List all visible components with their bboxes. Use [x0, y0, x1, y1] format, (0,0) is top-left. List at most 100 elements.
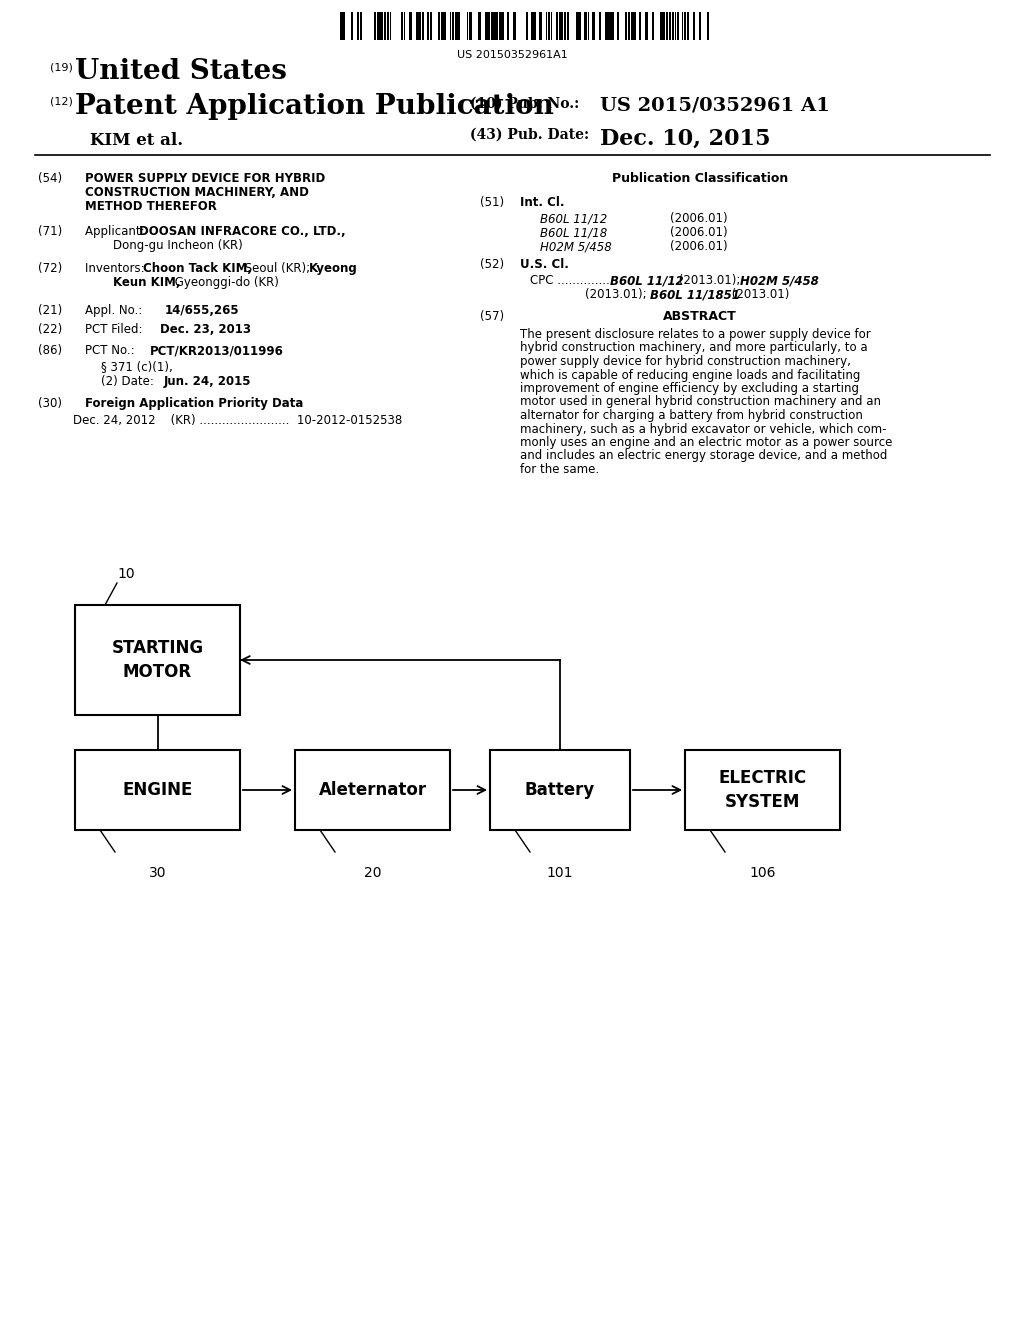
Text: Keun KIM,: Keun KIM, — [113, 276, 180, 289]
Text: (2013.01);: (2013.01); — [675, 275, 744, 286]
Text: (57): (57) — [480, 310, 504, 323]
Text: ELECTRIC
SYSTEM: ELECTRIC SYSTEM — [719, 770, 807, 810]
Text: Publication Classification: Publication Classification — [612, 172, 788, 185]
Text: KIM et al.: KIM et al. — [90, 132, 183, 149]
Bar — [485, 12, 487, 40]
Text: (21): (21) — [38, 304, 62, 317]
Text: (19): (19) — [50, 62, 73, 73]
Text: US 2015/0352961 A1: US 2015/0352961 A1 — [600, 96, 829, 115]
Bar — [677, 12, 679, 40]
Bar — [645, 12, 648, 40]
Text: Appl. No.:: Appl. No.: — [85, 304, 142, 317]
Bar — [626, 12, 627, 40]
Text: 101: 101 — [547, 866, 573, 880]
Text: (2013.01): (2013.01) — [728, 288, 790, 301]
Bar — [551, 12, 552, 40]
Text: (2006.01): (2006.01) — [670, 213, 728, 224]
Bar — [416, 12, 418, 40]
Text: (51): (51) — [480, 195, 504, 209]
Text: Patent Application Publication: Patent Application Publication — [75, 92, 554, 120]
Bar — [566, 12, 569, 40]
Text: Dong-gu Incheon (KR): Dong-gu Incheon (KR) — [113, 239, 243, 252]
Text: The present disclosure relates to a power supply device for: The present disclosure relates to a powe… — [520, 327, 870, 341]
Bar — [526, 12, 528, 40]
Text: PCT/KR2013/011996: PCT/KR2013/011996 — [150, 345, 284, 356]
Bar — [490, 750, 630, 830]
Bar — [380, 12, 383, 40]
Bar — [357, 12, 359, 40]
Bar — [430, 12, 432, 40]
Text: (22): (22) — [38, 323, 62, 337]
Text: Seoul (KR);: Seoul (KR); — [241, 261, 314, 275]
Text: (2006.01): (2006.01) — [670, 226, 728, 239]
Bar — [377, 12, 380, 40]
Bar — [488, 12, 490, 40]
Bar — [585, 12, 587, 40]
Bar — [494, 12, 496, 40]
Bar — [502, 12, 504, 40]
Bar — [387, 12, 389, 40]
Text: Battery: Battery — [525, 781, 595, 799]
Text: 10: 10 — [117, 568, 134, 581]
Text: (72): (72) — [38, 261, 62, 275]
Bar — [410, 12, 412, 40]
Bar — [450, 12, 452, 40]
Text: (2006.01): (2006.01) — [670, 240, 728, 253]
Bar — [535, 12, 537, 40]
Text: (43) Pub. Date:: (43) Pub. Date: — [470, 128, 589, 143]
Bar — [588, 12, 590, 40]
Text: DOOSAN INFRACORE CO., LTD.,: DOOSAN INFRACORE CO., LTD., — [139, 224, 346, 238]
Text: (2013.01);: (2013.01); — [585, 288, 650, 301]
Bar — [628, 12, 630, 40]
Bar — [669, 12, 671, 40]
Text: (30): (30) — [38, 397, 62, 411]
Bar — [422, 12, 424, 40]
Bar — [540, 12, 542, 40]
Text: B60L 11/12: B60L 11/12 — [610, 275, 684, 286]
Bar — [667, 12, 669, 40]
Bar — [599, 12, 601, 40]
Text: 20: 20 — [364, 866, 381, 880]
Bar — [639, 12, 641, 40]
Bar — [579, 12, 581, 40]
Text: Foreign Application Priority Data: Foreign Application Priority Data — [85, 397, 303, 411]
Text: (2) Date:: (2) Date: — [101, 375, 154, 388]
Text: Jun. 24, 2015: Jun. 24, 2015 — [164, 375, 252, 388]
Text: US 20150352961A1: US 20150352961A1 — [457, 50, 567, 59]
Bar — [531, 12, 534, 40]
Text: Gyeonggi-do (KR): Gyeonggi-do (KR) — [171, 276, 279, 289]
Text: H02M 5/458: H02M 5/458 — [540, 240, 611, 253]
Text: B60L 11/18: B60L 11/18 — [540, 226, 607, 239]
Text: § 371 (c)(1),: § 371 (c)(1), — [101, 360, 173, 374]
Text: B60L 11/1851: B60L 11/1851 — [650, 288, 740, 301]
Bar — [427, 12, 429, 40]
Bar — [351, 12, 353, 40]
Bar — [684, 12, 686, 40]
Bar — [548, 12, 550, 40]
Bar — [441, 12, 442, 40]
Text: Dec. 10, 2015: Dec. 10, 2015 — [600, 128, 770, 150]
Text: Int. Cl.: Int. Cl. — [520, 195, 564, 209]
Text: CPC ..............: CPC .............. — [530, 275, 613, 286]
Text: ABSTRACT: ABSTRACT — [664, 310, 737, 323]
Text: alternator for charging a battery from hybrid construction: alternator for charging a battery from h… — [520, 409, 863, 422]
Text: 106: 106 — [750, 866, 776, 880]
Text: PCT No.:: PCT No.: — [85, 345, 134, 356]
Bar — [631, 12, 633, 40]
Text: hybrid construction machinery, and more particularly, to a: hybrid construction machinery, and more … — [520, 342, 867, 355]
Text: for the same.: for the same. — [520, 463, 599, 477]
Text: B60L 11/12: B60L 11/12 — [540, 213, 607, 224]
Bar — [651, 12, 653, 40]
Text: Choon Tack KIM,: Choon Tack KIM, — [143, 261, 252, 275]
Bar — [469, 12, 472, 40]
Bar — [685, 750, 840, 830]
Bar — [478, 12, 481, 40]
Text: power supply device for hybrid construction machinery,: power supply device for hybrid construct… — [520, 355, 851, 368]
Text: which is capable of reducing engine loads and facilitating: which is capable of reducing engine load… — [520, 368, 860, 381]
Bar — [605, 12, 608, 40]
Bar — [342, 12, 345, 40]
Bar — [497, 12, 499, 40]
Bar — [633, 12, 636, 40]
Text: monly uses an engine and an electric motor as a power source: monly uses an engine and an electric mot… — [520, 436, 892, 449]
Bar — [682, 12, 683, 40]
